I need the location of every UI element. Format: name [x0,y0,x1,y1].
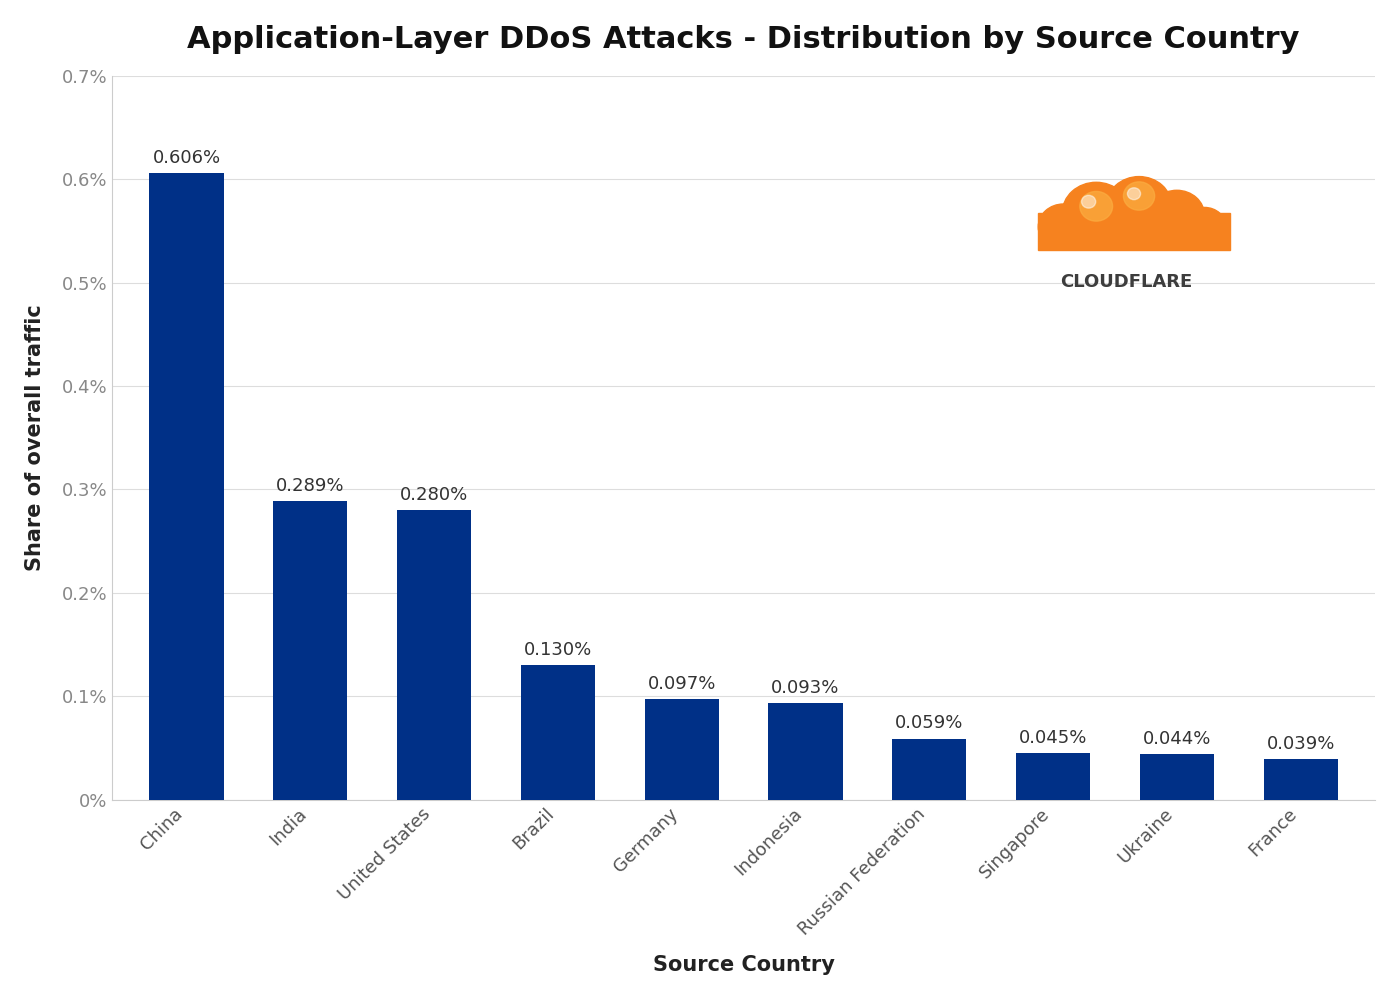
Bar [769,703,843,800]
Text: 0.130%: 0.130% [524,641,592,659]
Text: 0.097%: 0.097% [647,675,715,693]
Circle shape [1079,191,1113,221]
Bar [273,501,347,800]
Text: 0.045%: 0.045% [1019,729,1088,747]
Bar [1039,213,1229,250]
Text: 0.093%: 0.093% [771,679,840,697]
Circle shape [1127,188,1141,200]
Circle shape [1123,182,1155,210]
Circle shape [1183,207,1226,246]
Bar [644,699,718,800]
Bar [150,173,224,800]
Text: 0.039%: 0.039% [1267,735,1336,753]
Bar [892,739,966,800]
Bar [1016,753,1091,800]
Text: 0.280%: 0.280% [400,486,468,504]
Bar [1140,754,1214,800]
Circle shape [1039,204,1089,250]
Bar [521,665,595,800]
Text: CLOUDFLARE: CLOUDFLARE [1060,273,1193,291]
Text: 0.289%: 0.289% [276,477,344,495]
Circle shape [1063,182,1130,244]
Text: 0.606%: 0.606% [153,149,221,167]
Circle shape [1106,177,1172,236]
Bar [1264,759,1338,800]
Circle shape [1082,195,1096,208]
Text: 0.059%: 0.059% [895,714,963,732]
Circle shape [1149,190,1204,241]
X-axis label: Source Country: Source Country [652,955,834,975]
Y-axis label: Share of overall traffic: Share of overall traffic [25,304,45,571]
Bar [398,510,472,800]
Title: Application-Layer DDoS Attacks - Distribution by Source Country: Application-Layer DDoS Attacks - Distrib… [188,25,1299,54]
Text: 0.044%: 0.044% [1142,730,1211,748]
